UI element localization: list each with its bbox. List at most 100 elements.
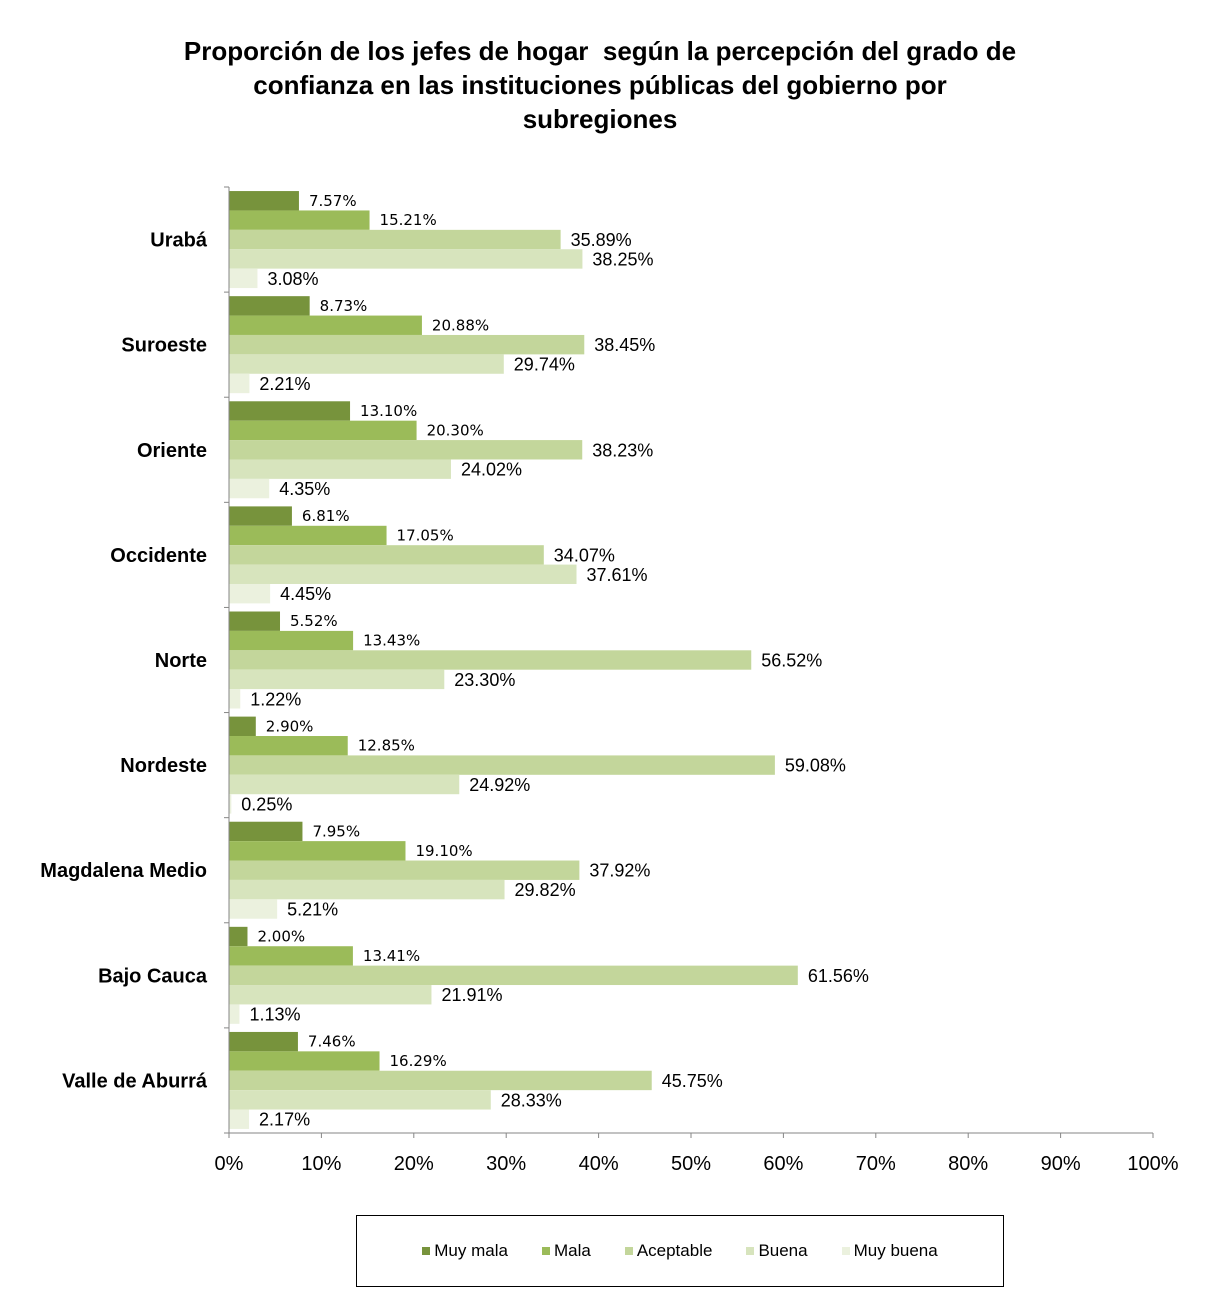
bar bbox=[229, 478, 270, 499]
legend-swatch bbox=[746, 1247, 755, 1255]
data-label: 56.52% bbox=[761, 651, 822, 671]
bar bbox=[229, 736, 348, 756]
chart-title-line-3: subregiones bbox=[522, 104, 678, 134]
data-label: 15.21% bbox=[380, 211, 437, 229]
bar bbox=[229, 794, 232, 814]
bar bbox=[229, 1070, 652, 1091]
data-label: 12.85% bbox=[358, 737, 415, 755]
x-tick-label: 50% bbox=[671, 1153, 711, 1175]
data-label: 20.30% bbox=[427, 421, 484, 439]
data-label: 35.89% bbox=[571, 230, 632, 250]
data-label: 38.25% bbox=[592, 249, 653, 269]
category-label: Occidente bbox=[110, 545, 207, 567]
bar-chart: Urabá 7.57% 15.21% 35.89%38.25% 3.08% Suroest… bbox=[40, 186, 1179, 1175]
data-label: 13.10% bbox=[360, 402, 417, 420]
category-label: Oriente bbox=[137, 440, 207, 462]
category-label: Magdalena Medio bbox=[40, 860, 207, 882]
chart-title-line-2: confianza en las instituciones públicas … bbox=[253, 70, 947, 100]
bar bbox=[229, 821, 303, 842]
x-tick-label: 10% bbox=[301, 1153, 341, 1175]
legend-label: Aceptable bbox=[636, 1241, 713, 1260]
category-label: Urabá bbox=[150, 230, 208, 252]
data-label: 38.45% bbox=[594, 335, 655, 355]
data-label: 21.91% bbox=[441, 985, 502, 1005]
data-label: 37.92% bbox=[589, 861, 650, 881]
x-tick-label: 60% bbox=[763, 1153, 803, 1175]
bar bbox=[229, 689, 241, 709]
data-label: 7.57% bbox=[309, 192, 357, 210]
data-label: 7.95% bbox=[312, 822, 360, 840]
data-label: 1.13% bbox=[249, 1005, 300, 1025]
bar bbox=[229, 525, 387, 546]
bar bbox=[229, 191, 299, 211]
data-label: 2.21% bbox=[259, 374, 310, 394]
bar bbox=[229, 630, 354, 651]
data-label: 19.10% bbox=[415, 842, 472, 860]
legend-swatch bbox=[624, 1247, 633, 1255]
bar bbox=[229, 860, 580, 880]
bar bbox=[229, 315, 422, 335]
data-label: 0.25% bbox=[241, 794, 292, 814]
legend-label: Muy mala bbox=[434, 1241, 508, 1260]
data-label: 59.08% bbox=[785, 756, 846, 776]
data-label: 38.23% bbox=[592, 440, 653, 460]
category-label: Norte bbox=[155, 650, 207, 672]
chart-legend: Muy mala Mala Aceptable Buena Muy buena bbox=[356, 1215, 1004, 1287]
category-label: Valle de Aburrá bbox=[62, 1070, 208, 1092]
bar bbox=[229, 926, 248, 947]
data-label: 5.52% bbox=[290, 612, 338, 630]
legend-swatch bbox=[422, 1247, 431, 1255]
bar bbox=[229, 669, 445, 690]
category-label: Nordeste bbox=[120, 755, 207, 777]
bar bbox=[229, 946, 353, 966]
data-label: 4.45% bbox=[280, 584, 331, 604]
bar bbox=[229, 985, 432, 1005]
legend-item: Aceptable bbox=[624, 1241, 713, 1261]
x-tick-label: 70% bbox=[856, 1153, 896, 1175]
bar bbox=[229, 420, 417, 441]
data-label: 29.82% bbox=[515, 880, 576, 900]
data-label: 23.30% bbox=[454, 670, 515, 690]
data-label: 5.21% bbox=[287, 900, 338, 920]
category-label: Suroeste bbox=[121, 335, 207, 357]
data-label: 7.46% bbox=[308, 1033, 356, 1051]
bar bbox=[229, 506, 292, 526]
data-label: 4.35% bbox=[279, 479, 330, 499]
data-label: 20.88% bbox=[432, 316, 489, 334]
data-label: 24.02% bbox=[461, 460, 522, 480]
bar bbox=[229, 401, 351, 421]
bar bbox=[229, 879, 505, 900]
data-label: 2.90% bbox=[266, 717, 314, 735]
data-label: 29.74% bbox=[514, 355, 575, 375]
x-tick-label: 80% bbox=[948, 1153, 988, 1175]
legend-label: Muy buena bbox=[853, 1241, 938, 1260]
legend-item: Muy buena bbox=[841, 1241, 938, 1261]
bar bbox=[229, 1031, 298, 1052]
bar bbox=[229, 716, 256, 737]
data-label: 28.33% bbox=[501, 1090, 562, 1110]
bar bbox=[229, 373, 250, 394]
bar bbox=[229, 774, 460, 795]
bar bbox=[229, 268, 258, 289]
data-label: 2.17% bbox=[259, 1110, 310, 1130]
bar bbox=[229, 459, 451, 479]
bar bbox=[229, 841, 406, 861]
legend-swatch bbox=[841, 1247, 850, 1255]
data-label: 3.08% bbox=[267, 269, 318, 289]
data-label: 34.07% bbox=[554, 545, 615, 565]
chart-title-line-1: Proporción de los jefes de hogar según l… bbox=[183, 36, 1017, 66]
legend-item: Mala bbox=[541, 1241, 591, 1261]
bar bbox=[229, 249, 583, 269]
x-tick-label: 40% bbox=[579, 1153, 619, 1175]
legend-label: Mala bbox=[553, 1241, 591, 1260]
x-tick-label: 20% bbox=[394, 1153, 434, 1175]
data-label: 2.00% bbox=[257, 928, 305, 946]
data-label: 13.41% bbox=[363, 947, 420, 965]
bar bbox=[229, 210, 370, 230]
bar bbox=[229, 1004, 240, 1024]
legend-label: Buena bbox=[758, 1241, 808, 1260]
bar bbox=[229, 965, 798, 986]
bar bbox=[229, 564, 577, 584]
x-tick-label: 100% bbox=[1127, 1153, 1178, 1175]
legend-item: Muy mala bbox=[422, 1241, 508, 1261]
